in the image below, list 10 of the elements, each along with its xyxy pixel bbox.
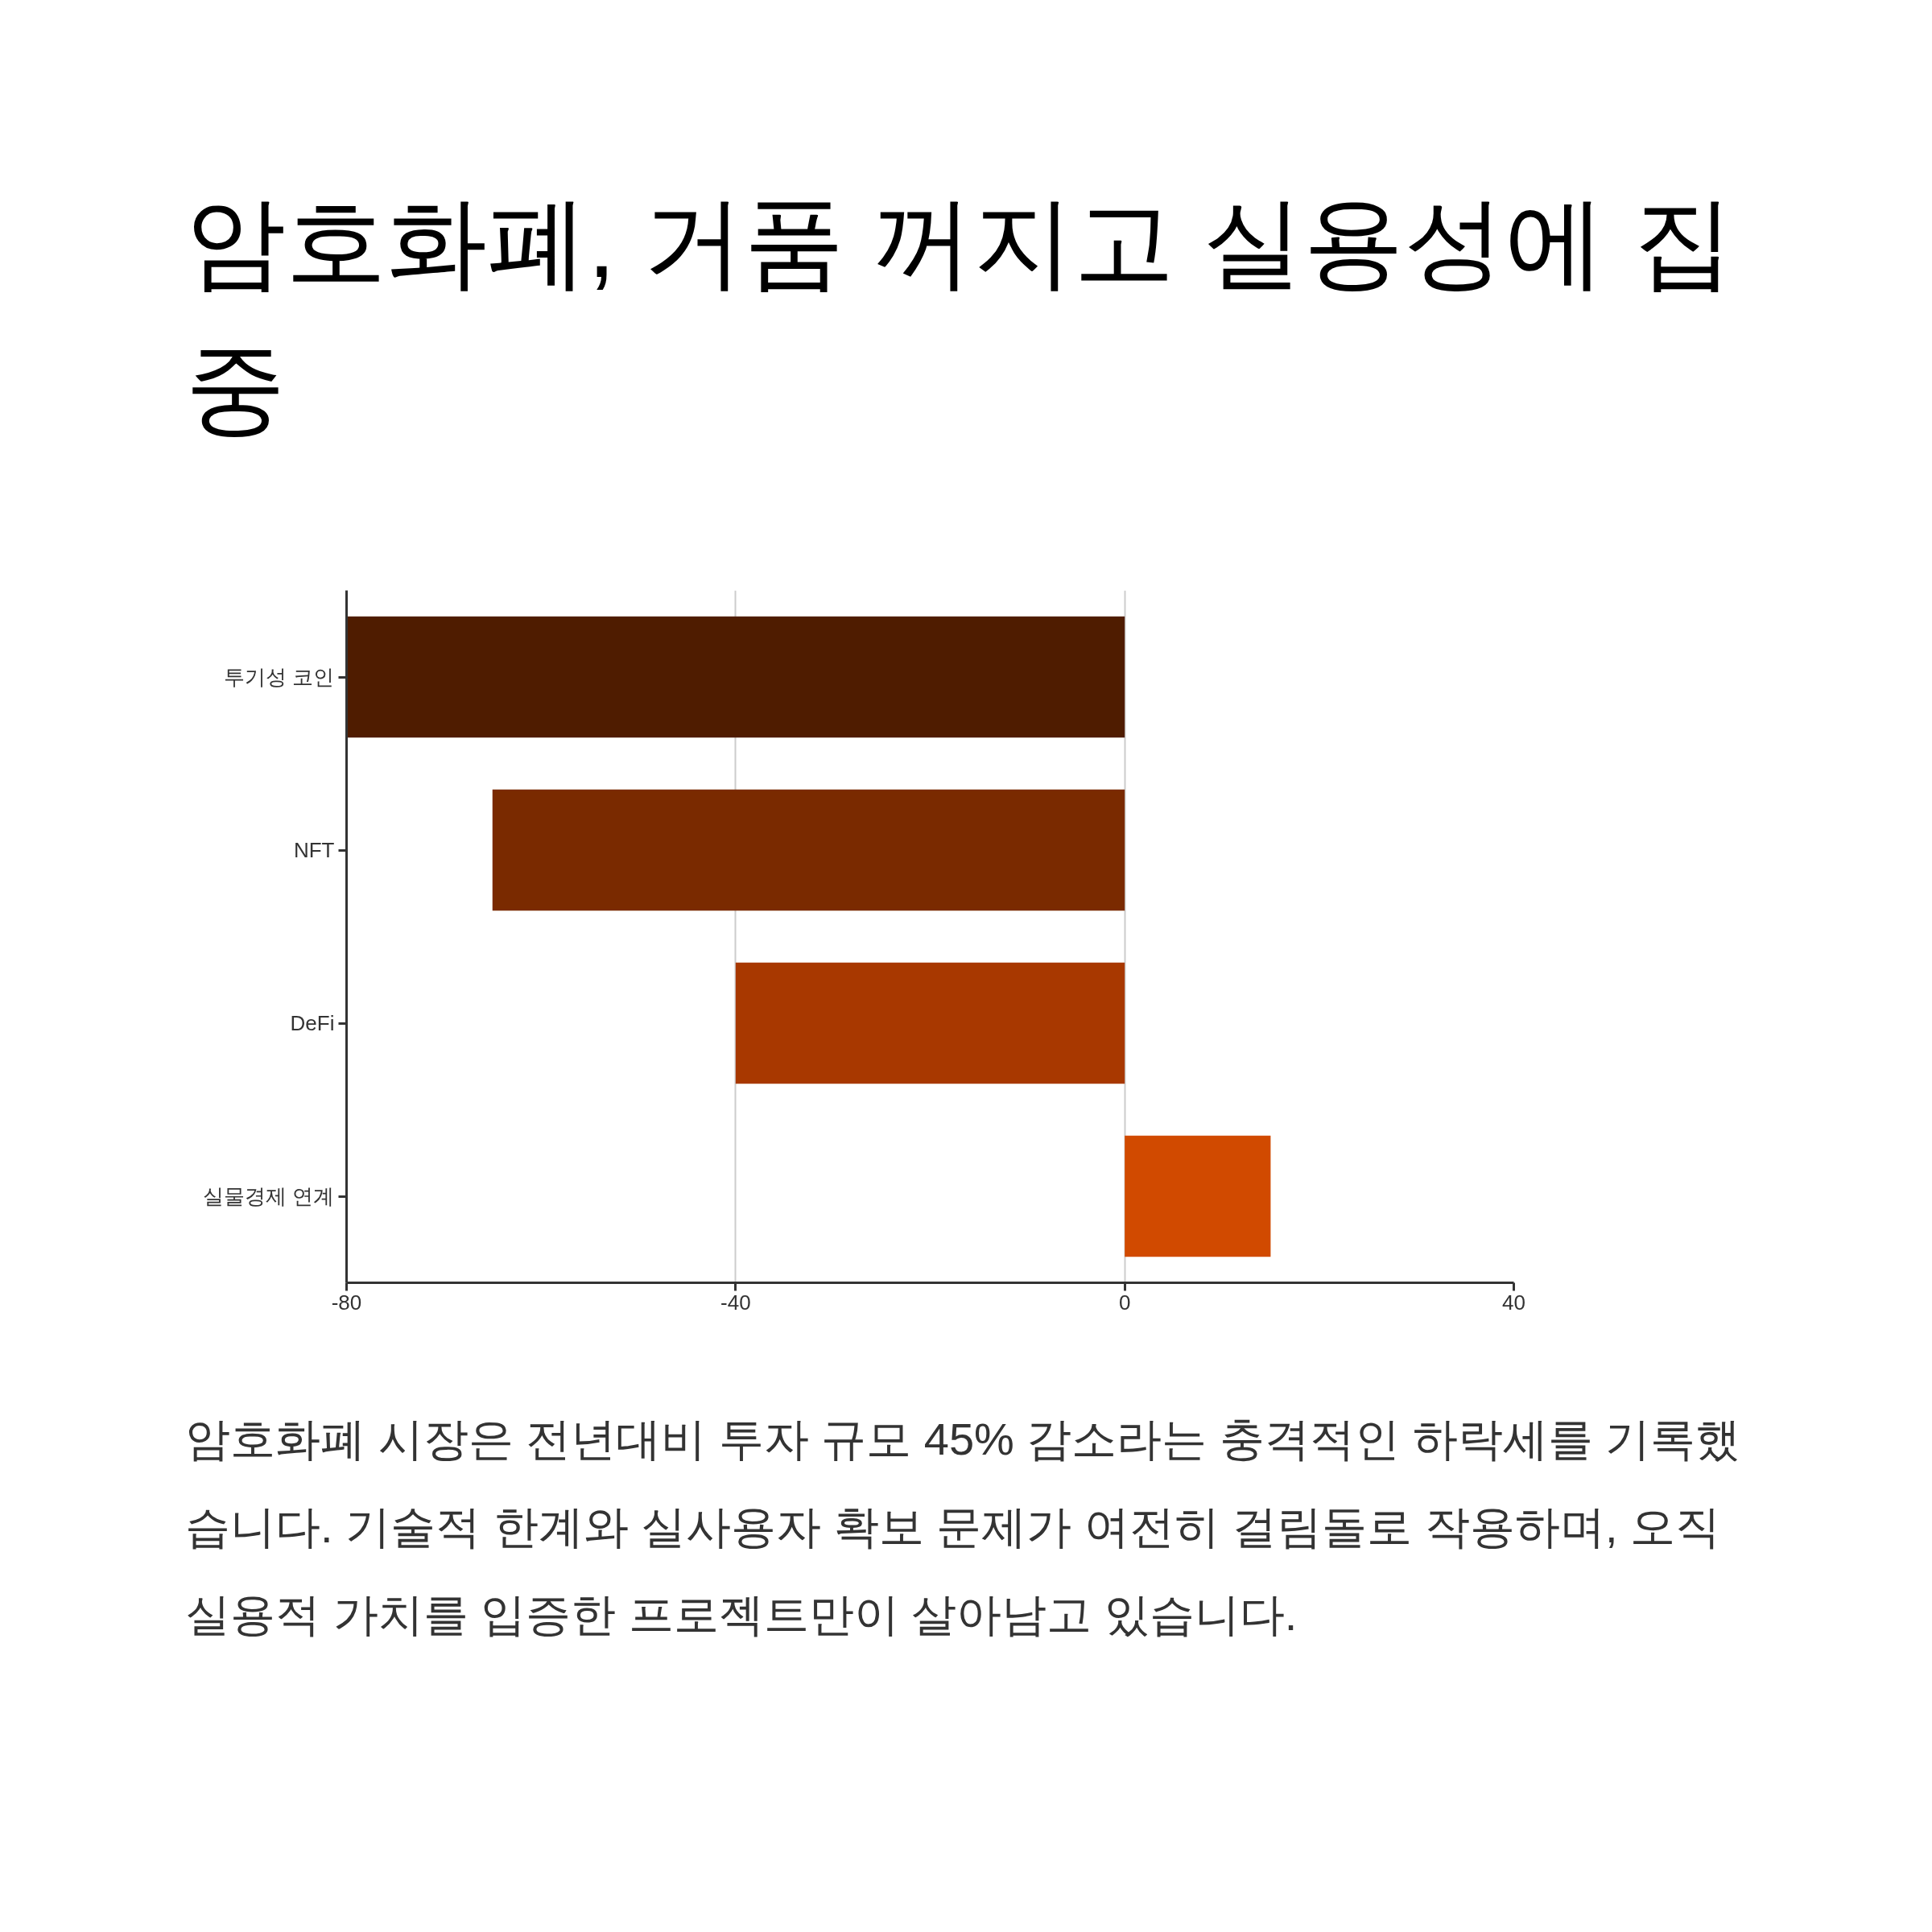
y-tick-label: 실물경제 연계 bbox=[203, 1183, 335, 1208]
x-tick-label: 40 bbox=[1502, 1290, 1525, 1314]
y-tick-label: DeFi bbox=[290, 1010, 335, 1035]
x-tick-label: 0 bbox=[1118, 1290, 1131, 1314]
y-tick-label: 투기성 코인 bbox=[224, 664, 335, 689]
x-tick-label: -40 bbox=[720, 1290, 751, 1314]
text: 암호화폐 시장은 전년대비 투자 규모 45% 감소라는 충격적인 하락세를 기록했습니다. 기술적 한계와 실사용자 확보 문제가 여전히 걸림돌로 작용하며, 오직 실용적 가치를 입증한 프로젝트만이 살아남고 있습니다. bbox=[185, 1412, 1742, 1641]
x-tick-label: -80 bbox=[331, 1290, 362, 1314]
chart-title: 암호화폐, 거품 꺼지고 실용성에 집중 bbox=[185, 185, 1735, 446]
y-tick-label: NFT bbox=[293, 837, 335, 862]
